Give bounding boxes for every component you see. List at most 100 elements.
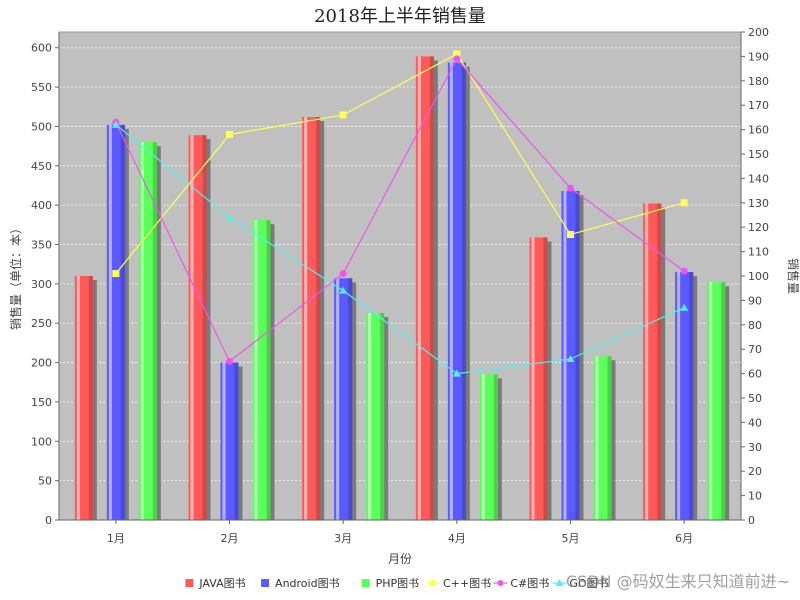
y-tick-label-right: 100 <box>748 270 769 283</box>
bar-highlight <box>336 278 340 520</box>
legend-label: Android图书 <box>275 577 340 590</box>
line-point <box>226 357 233 365</box>
y-tick-label-right: 20 <box>748 465 762 478</box>
bar-edge <box>461 62 466 520</box>
y-tick-label-right: 80 <box>748 319 762 332</box>
y-tick-label-right: 60 <box>748 368 762 381</box>
bar-edge <box>152 142 157 520</box>
y-tick-label-left: 450 <box>31 160 52 173</box>
bar-highlight <box>709 282 713 520</box>
y-tick-label-right: 200 <box>748 26 769 39</box>
y-tick-label-right: 50 <box>748 392 762 405</box>
bar-edge <box>721 282 726 520</box>
bar-edge <box>607 356 612 520</box>
y-tick-label-right: 110 <box>748 246 769 259</box>
legend-label: PHP图书 <box>376 577 420 590</box>
bar-highlight <box>645 203 649 520</box>
bar-edge <box>120 124 125 521</box>
legend: JAVA图书 Android图书 PHP图书 C++图书 C#图书 GO图书 <box>185 577 609 590</box>
line-point <box>225 213 234 221</box>
y-tick-label-right: 40 <box>748 416 762 429</box>
y-axis-title-right: 销售量 <box>786 258 800 294</box>
line-point <box>566 354 575 362</box>
y-tick-label-right: 180 <box>748 75 769 88</box>
bar-highlight <box>449 62 453 520</box>
lines-layer <box>111 50 689 377</box>
bar-highlight <box>481 374 485 520</box>
bar-edge <box>380 312 385 520</box>
y-tick-label-left: 250 <box>31 317 52 330</box>
axes-layer: 0 50 100 150 200 250 300 350 400 450 500 550 600 0 10 2… <box>31 26 769 545</box>
y-tick-label-left: 300 <box>31 278 52 291</box>
y-tick-label-left: 400 <box>31 199 52 212</box>
legend-label: C++图书 <box>443 577 491 590</box>
y-tick-label-right: 90 <box>748 294 762 307</box>
line-point <box>453 55 461 63</box>
legend-label: JAVA图书 <box>198 577 245 590</box>
x-tick-label: 6月 <box>675 532 693 545</box>
bar-highlight <box>254 220 258 520</box>
legend-swatch <box>361 579 370 587</box>
y-tick-label-left: 0 <box>45 514 52 527</box>
bar-highlight <box>563 190 567 521</box>
y-tick-label-right: 130 <box>748 197 769 210</box>
bar-edge <box>493 374 498 520</box>
y-tick-label-right: 190 <box>748 50 769 63</box>
y-tick-label-right: 30 <box>748 441 762 454</box>
y-tick-label-right: 10 <box>748 490 762 503</box>
y-tick-label-left: 500 <box>31 120 52 133</box>
x-tick-label: 3月 <box>334 532 352 545</box>
y-tick-label-right: 0 <box>748 514 755 527</box>
bar-edge <box>429 56 434 521</box>
y-tick-label-left: 150 <box>31 396 52 409</box>
y-tick-label-left: 600 <box>31 42 52 55</box>
bar-edge <box>543 237 548 520</box>
line-point <box>339 111 347 119</box>
legend-swatch-marker <box>555 579 564 586</box>
y-tick-label-left: 350 <box>31 239 52 252</box>
line-point <box>567 231 574 239</box>
y-axis-title-left: 销售量（单位：本） <box>8 222 23 330</box>
bar-edge <box>348 278 353 520</box>
bar-highlight <box>108 124 112 521</box>
x-tick-label: 2月 <box>221 532 239 545</box>
y-tick-label-right: 70 <box>748 343 762 356</box>
x-tick-label: 1月 <box>107 532 125 545</box>
legend-label: GO图书 <box>570 577 609 590</box>
chart-title: 2018年上半年销售量 <box>314 6 486 27</box>
bar-edge <box>316 117 321 520</box>
y-tick-label-right: 140 <box>748 172 769 185</box>
bar-edge <box>88 276 93 520</box>
line-point <box>680 303 689 311</box>
line-point <box>680 199 688 207</box>
series-line <box>115 124 685 375</box>
bar-edge <box>266 220 271 520</box>
bar-highlight <box>76 276 80 520</box>
watermark: CSDN @码奴生来只知道前进~ <box>566 572 790 591</box>
line-point <box>339 270 347 278</box>
line-point <box>452 369 461 377</box>
bar-edge <box>234 362 239 520</box>
legend-swatch-marker <box>497 580 504 586</box>
bar-highlight <box>677 272 681 520</box>
bar-highlight <box>595 356 599 520</box>
bar-edge <box>202 135 207 520</box>
bar-highlight <box>417 56 421 521</box>
line-point <box>453 50 461 58</box>
bar-highlight <box>304 117 308 520</box>
x-tick-label: 5月 <box>562 532 580 545</box>
bar-highlight <box>368 312 372 520</box>
y-tick-label-left: 100 <box>31 435 52 448</box>
line-point <box>226 130 233 138</box>
y-tick-label-left: 550 <box>31 81 52 94</box>
y-tick-label-right: 150 <box>748 148 769 161</box>
y-tick-label-right: 160 <box>748 124 769 137</box>
y-tick-label-left: 50 <box>38 475 52 488</box>
line-point <box>339 286 348 294</box>
legend-swatch <box>185 579 194 587</box>
plot-area <box>58 31 742 521</box>
line-point <box>111 120 120 128</box>
line-point <box>567 184 574 192</box>
bar-edge <box>689 272 694 520</box>
legend-label: C#图书 <box>510 577 549 590</box>
